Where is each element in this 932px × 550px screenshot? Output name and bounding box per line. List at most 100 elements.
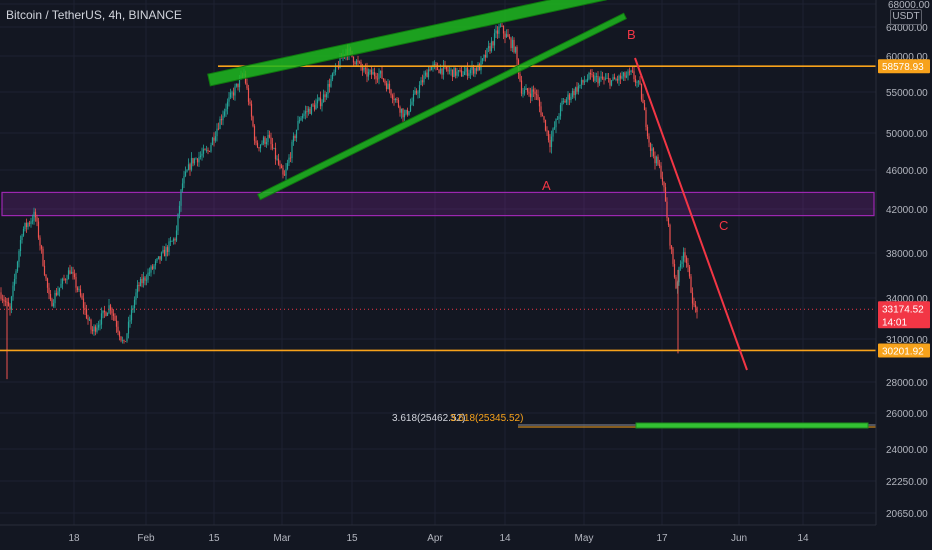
candle-body: [501, 25, 503, 27]
candle-body: [306, 111, 308, 113]
candle-body: [426, 72, 428, 78]
candle-body: [423, 75, 425, 83]
candle-body: [577, 85, 580, 92]
x-tick-label: 15: [208, 533, 220, 544]
candle-body: [538, 99, 541, 107]
candle-body: [295, 129, 298, 139]
x-tick-label: 17: [656, 533, 668, 544]
price-tag: [878, 343, 930, 358]
candle-body: [273, 147, 275, 149]
candle-body: [459, 70, 461, 71]
candle-body: [634, 79, 637, 83]
candle-body: [643, 103, 646, 111]
candle-body: [159, 256, 161, 260]
candle-body: [543, 116, 545, 120]
y-tick-label: 28000.00: [886, 378, 928, 389]
candle-body: [168, 241, 170, 252]
candle-body: [162, 249, 164, 253]
candle-body: [651, 148, 653, 151]
currency-label[interactable]: USDT: [890, 9, 922, 25]
candle-body: [288, 157, 290, 164]
candle-body: [82, 298, 85, 308]
candle-body: [456, 71, 458, 76]
candle-body: [216, 128, 218, 137]
candle-body: [441, 68, 443, 75]
candle-body: [361, 67, 364, 71]
candle-body: [280, 165, 283, 169]
candle-body: [415, 90, 418, 94]
candle-body: [684, 252, 686, 258]
candle-body: [631, 70, 634, 72]
candle-body: [36, 217, 38, 222]
candle-body: [664, 187, 667, 202]
y-tick-label: 20650.00: [886, 509, 928, 520]
y-tick-label: 50000.00: [886, 129, 928, 140]
candle-body: [496, 30, 499, 34]
candle-body: [588, 73, 590, 79]
candle-body: [213, 137, 215, 141]
candle-body: [87, 318, 89, 320]
candle-body: [166, 247, 169, 252]
candle-body: [307, 108, 310, 112]
candle-body: [39, 237, 41, 246]
candle-body: [372, 72, 374, 75]
candle-body: [148, 272, 151, 274]
candle-body: [358, 61, 361, 63]
candle-body: [124, 340, 127, 342]
candle-body: [364, 67, 367, 69]
y-tick-label: 68000.00: [888, 0, 930, 11]
candle-body: [525, 88, 527, 91]
candle-body: [126, 333, 128, 342]
candle-body: [594, 76, 596, 81]
candle-body: [642, 99, 644, 104]
candle-body: [609, 78, 611, 86]
candle-body: [408, 111, 410, 115]
candle-body: [28, 223, 31, 225]
candle-body: [519, 73, 521, 81]
candle-body: [531, 89, 533, 98]
candle-body: [226, 101, 229, 110]
price-tag-text: 58578.93: [882, 62, 924, 73]
candle-body: [219, 119, 221, 129]
candle-body: [186, 170, 188, 172]
candle-body: [313, 105, 316, 110]
candle-body: [520, 80, 523, 94]
candle-body: [315, 103, 317, 110]
candle-body: [486, 48, 488, 58]
candle-body: [220, 119, 223, 121]
candle-body: [696, 307, 698, 313]
candle-body: [37, 221, 40, 238]
countdown-text: 14:01: [882, 317, 907, 328]
y-tick-label: 31000.00: [886, 335, 928, 346]
candle-body: [322, 94, 325, 103]
candle-body: [442, 65, 445, 75]
candle-body: [225, 109, 227, 112]
candle-body: [274, 147, 277, 160]
y-tick-label: 64000.00: [886, 23, 928, 34]
candle-body: [471, 66, 473, 71]
candle-body: [115, 320, 118, 327]
candle-body: [130, 309, 133, 321]
candle-body: [72, 271, 74, 274]
candle-body: [0, 292, 2, 299]
candle-body: [238, 78, 241, 88]
candle-body: [513, 39, 515, 53]
candle-body: [465, 67, 467, 72]
candle-body: [546, 130, 548, 132]
candle-body: [117, 326, 119, 332]
candle-body: [375, 76, 377, 79]
candle-body: [46, 278, 49, 288]
candle-body: [157, 256, 160, 259]
price-tag: [878, 59, 930, 74]
candle-body: [88, 319, 91, 321]
candle-body: [73, 273, 76, 278]
candle-body: [411, 101, 413, 105]
candle-body: [511, 39, 514, 49]
candle-body: [457, 70, 460, 72]
candle-body: [60, 283, 62, 288]
candle-body: [451, 69, 454, 78]
candle-body: [552, 128, 554, 137]
candle-body: [355, 60, 358, 65]
candle-body: [286, 163, 289, 170]
